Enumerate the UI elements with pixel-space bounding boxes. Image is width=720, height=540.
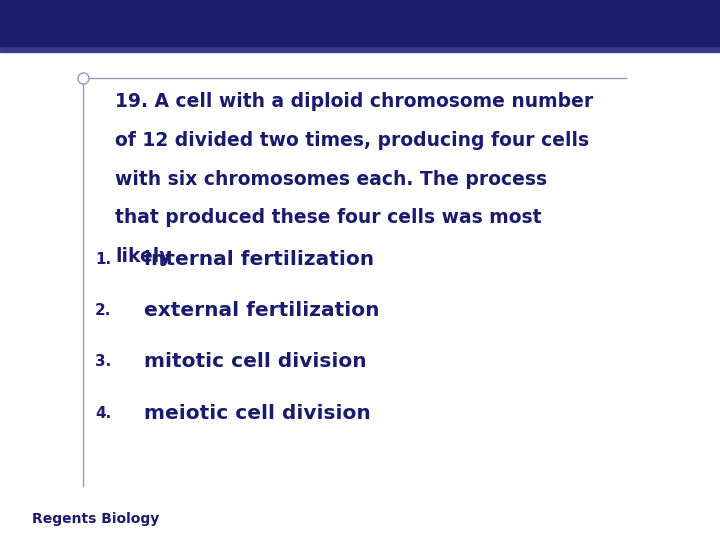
- Text: 4.: 4.: [95, 406, 112, 421]
- Text: that produced these four cells was most: that produced these four cells was most: [115, 208, 541, 227]
- Text: 2.: 2.: [95, 303, 112, 318]
- Text: 1.: 1.: [96, 252, 112, 267]
- Text: 19. A cell with a diploid chromosome number: 19. A cell with a diploid chromosome num…: [115, 92, 593, 111]
- Text: mitotic cell division: mitotic cell division: [144, 352, 366, 372]
- Text: Regents Biology: Regents Biology: [32, 512, 160, 526]
- Text: of 12 divided two times, producing four cells: of 12 divided two times, producing four …: [115, 131, 590, 150]
- Text: external fertilization: external fertilization: [144, 301, 379, 320]
- Text: likely: likely: [115, 247, 171, 266]
- Text: with six chromosomes each. The process: with six chromosomes each. The process: [115, 170, 547, 188]
- Text: internal fertilization: internal fertilization: [144, 249, 374, 269]
- Text: meiotic cell division: meiotic cell division: [144, 403, 371, 423]
- Text: 3.: 3.: [95, 354, 112, 369]
- Bar: [0, 46, 720, 52]
- Bar: [0, 0, 720, 46]
